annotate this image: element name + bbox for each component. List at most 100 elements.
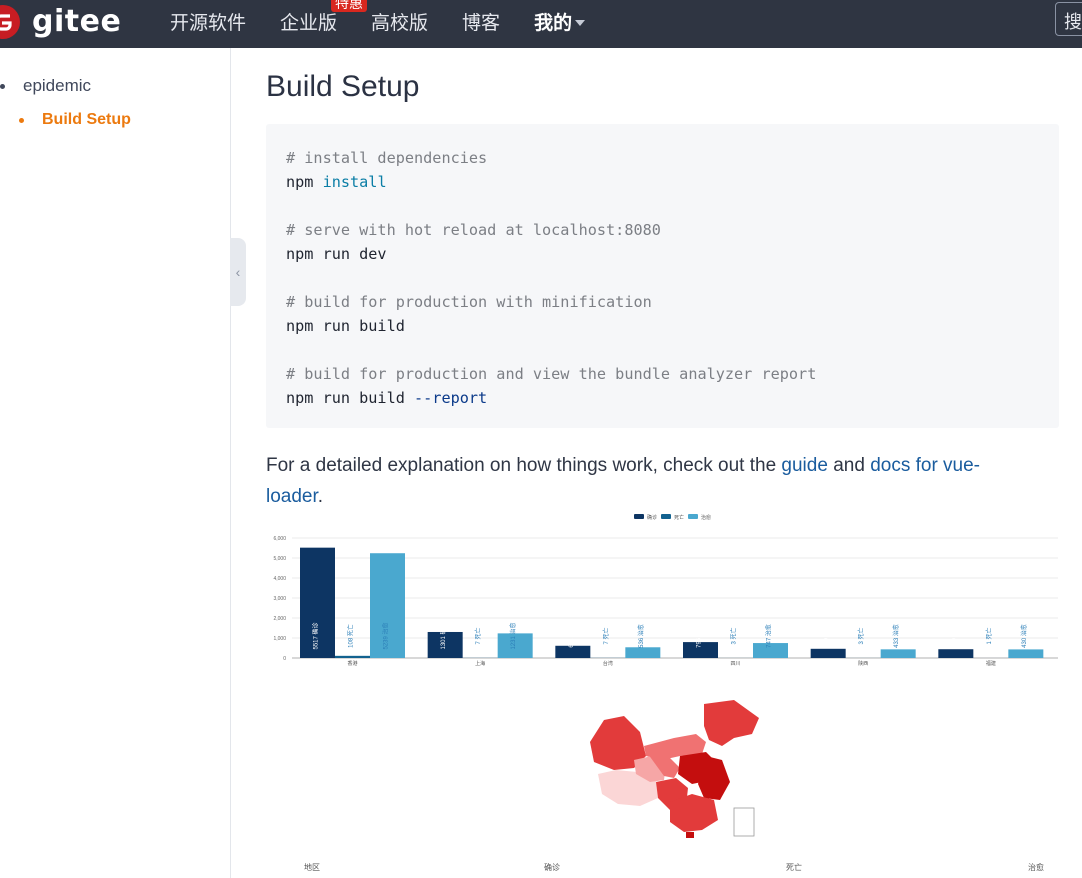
nav-label: 高校版 <box>371 12 429 34</box>
bar-chart: 0 1,000 2,000 3,000 4,000 5,000 6,000 确诊 死亡 治愈 551… <box>273 514 1058 667</box>
code-line: npm run dev <box>286 242 1059 266</box>
guide-link[interactable]: guide <box>781 455 828 476</box>
bar <box>753 643 788 658</box>
nav-label: 我的 <box>534 12 573 34</box>
table-header-cell: 死亡 <box>786 863 802 872</box>
bar <box>497 633 533 658</box>
search-input[interactable]: 搜 <box>1055 2 1082 36</box>
data-label: 611 确诊 <box>567 624 575 647</box>
data-label: 795 确诊 <box>695 624 703 648</box>
map-region-tibet <box>598 770 658 806</box>
data-label: 460 确诊 <box>822 624 830 648</box>
toc-sidebar: epidemic Build Setup <box>0 48 231 878</box>
y-tick-label: 5,000 <box>273 556 286 562</box>
gitee-logo[interactable]: gitee <box>0 0 121 44</box>
code-line: npm run build <box>286 314 1059 338</box>
code-comment: # install dependencies <box>286 149 488 167</box>
main-nav: 开源软件 企业版 特惠 高校版 博客 我的 <box>170 0 619 42</box>
para-text: . <box>317 486 324 507</box>
data-label: 7 死亡 <box>474 627 482 644</box>
legend-label: 死亡 <box>674 514 684 521</box>
bar <box>880 649 916 658</box>
x-tick-label: 四川 <box>730 661 740 667</box>
map-region-east <box>698 756 730 800</box>
top-navbar: gitee 开源软件 企业版 特惠 高校版 博客 我的 搜 <box>0 0 1082 48</box>
south-china-sea-inset <box>733 807 755 837</box>
nav-item-1[interactable]: 企业版 特惠 <box>280 0 368 35</box>
explanation-paragraph: For a detailed explanation on how things… <box>266 450 1036 512</box>
gitee-logo-icon <box>0 5 20 39</box>
map-region-northeast <box>704 700 759 746</box>
para-text: For a detailed explanation on how things… <box>266 455 782 476</box>
toc-item-build-setup[interactable]: Build Setup <box>19 111 131 129</box>
bar <box>335 655 370 658</box>
page-title: Build Setup <box>266 70 420 103</box>
map-region-hainan <box>686 832 694 838</box>
nav-item-2[interactable]: 高校版 <box>371 8 428 35</box>
y-tick-label: 4,000 <box>273 576 286 582</box>
data-label: 3 死亡 <box>857 627 865 644</box>
code-line <box>286 194 1059 218</box>
code-keyword: install <box>322 173 387 191</box>
nav-label: 开源软件 <box>170 12 247 34</box>
data-label: 3 死亡 <box>730 627 738 644</box>
table-header-cell: 治愈 <box>1028 863 1044 872</box>
bar <box>300 547 335 658</box>
bar <box>683 642 718 658</box>
data-label: 5239 治愈 <box>382 622 390 649</box>
y-tick-label: 0 <box>283 656 286 662</box>
toc-item-epidemic[interactable]: epidemic <box>0 76 91 96</box>
china-map <box>590 700 759 838</box>
bar <box>1008 649 1044 658</box>
code-command: npm <box>286 173 323 191</box>
table-header-cell: 地区 <box>304 863 320 872</box>
x-tick-label: 陕西 <box>858 660 868 667</box>
code-line: npm install <box>286 170 1059 194</box>
code-line <box>286 266 1059 290</box>
data-label: 1 死亡 <box>985 627 993 644</box>
sidebar-collapse-button[interactable]: ‹ <box>230 238 246 306</box>
legend-label: 治愈 <box>701 514 711 521</box>
code-line <box>286 338 1059 362</box>
code-line: # build for production and view the bund… <box>286 362 1059 386</box>
y-tick-label: 3,000 <box>273 596 286 602</box>
legend-swatch <box>688 514 698 519</box>
nav-item-3[interactable]: 博客 <box>462 8 500 35</box>
bullet-icon <box>19 117 24 123</box>
y-tick-label: 1,000 <box>273 636 286 642</box>
data-label: 1231 治愈 <box>509 622 517 649</box>
data-label: 536 治愈 <box>637 624 645 648</box>
y-tick-label: 2,000 <box>273 616 286 622</box>
docs-link[interactable]: docs for vue-loader <box>266 455 981 507</box>
code-line: npm run build --report <box>286 386 1059 410</box>
code-comment: # serve with hot reload at localhost:808… <box>286 221 661 239</box>
nav-item-4[interactable]: 我的 <box>534 8 586 35</box>
data-label: 439 确诊 <box>950 624 958 648</box>
chevron-down-icon <box>575 20 586 27</box>
data-label: 430 治愈 <box>1020 624 1028 648</box>
map-region-south <box>670 794 718 832</box>
nav-label: 博客 <box>462 12 501 34</box>
logo-text: gitee <box>32 4 122 39</box>
bar <box>427 631 463 658</box>
code-line: # install dependencies <box>286 146 1059 170</box>
code-line: # serve with hot reload at localhost:808… <box>286 218 1059 242</box>
nav-label: 企业版 <box>280 12 338 34</box>
legend-label: 确诊 <box>647 514 657 521</box>
para-text: and <box>827 455 871 476</box>
map-region-gansu <box>648 754 680 778</box>
code-command: npm run build <box>286 317 405 335</box>
legend-swatch <box>634 514 644 519</box>
x-tick-label: 香港 <box>347 660 357 667</box>
chevron-left-icon: ‹ <box>235 264 241 280</box>
code-command: npm run dev <box>286 245 387 263</box>
map-legend-header: 地区 确诊 死亡 治愈 <box>0 862 1082 874</box>
toc-item-label: epidemic <box>23 76 92 95</box>
code-comment: # build for production and view the bund… <box>286 365 817 383</box>
code-comment: # build for production with minification <box>286 293 652 311</box>
nav-item-0[interactable]: 开源软件 <box>170 8 246 35</box>
data-label: 747 治愈 <box>765 624 773 648</box>
x-tick-label: 台湾 <box>603 660 613 667</box>
y-tick-label: 6,000 <box>273 536 286 542</box>
x-tick-label: 福建 <box>986 660 996 667</box>
